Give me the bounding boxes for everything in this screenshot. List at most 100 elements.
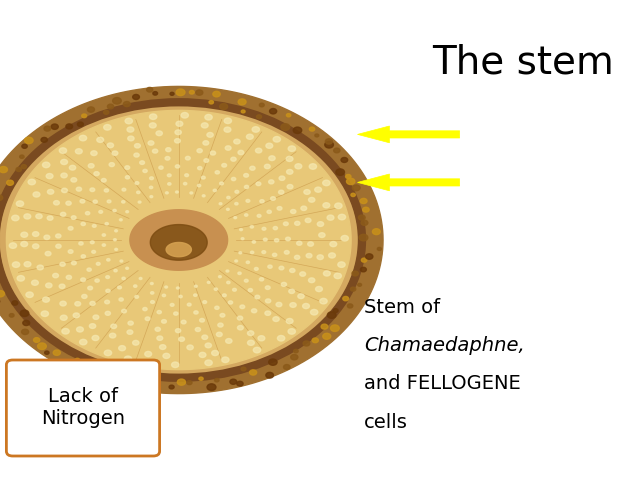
Circle shape <box>250 226 253 228</box>
Circle shape <box>248 288 253 292</box>
Circle shape <box>109 379 113 382</box>
Circle shape <box>107 259 110 261</box>
Circle shape <box>276 302 282 307</box>
Circle shape <box>127 127 134 132</box>
Circle shape <box>104 124 111 130</box>
Circle shape <box>147 87 153 92</box>
Circle shape <box>59 284 65 288</box>
Circle shape <box>157 336 163 340</box>
Circle shape <box>170 303 174 306</box>
Circle shape <box>271 197 275 200</box>
Circle shape <box>334 273 341 279</box>
Circle shape <box>288 146 296 151</box>
Circle shape <box>365 254 373 259</box>
Circle shape <box>136 191 140 193</box>
Circle shape <box>304 190 310 194</box>
Circle shape <box>244 279 248 282</box>
Circle shape <box>254 267 258 270</box>
Circle shape <box>128 136 134 141</box>
Circle shape <box>246 199 250 202</box>
Circle shape <box>215 171 220 174</box>
Circle shape <box>195 285 197 288</box>
Text: Chamaedaphne,: Chamaedaphne, <box>364 336 525 355</box>
Circle shape <box>214 288 218 290</box>
Circle shape <box>66 276 72 279</box>
Circle shape <box>317 255 323 260</box>
Circle shape <box>61 188 67 192</box>
Circle shape <box>92 225 96 228</box>
Circle shape <box>145 351 152 357</box>
Circle shape <box>122 188 126 191</box>
Circle shape <box>213 189 216 192</box>
Circle shape <box>350 287 356 291</box>
Circle shape <box>336 169 344 175</box>
Circle shape <box>333 148 340 153</box>
Circle shape <box>212 350 218 356</box>
Circle shape <box>102 244 106 246</box>
Circle shape <box>184 182 187 185</box>
Circle shape <box>257 215 261 217</box>
Circle shape <box>76 187 81 191</box>
Circle shape <box>20 241 28 247</box>
Circle shape <box>284 251 289 254</box>
Circle shape <box>291 209 296 214</box>
Circle shape <box>300 272 306 276</box>
Circle shape <box>54 201 60 205</box>
Circle shape <box>175 191 179 193</box>
Circle shape <box>309 127 315 131</box>
Circle shape <box>250 166 255 170</box>
Circle shape <box>73 313 79 318</box>
Circle shape <box>231 157 236 161</box>
Circle shape <box>82 114 86 118</box>
Circle shape <box>323 333 331 339</box>
Circle shape <box>238 150 244 155</box>
Circle shape <box>10 313 14 317</box>
Circle shape <box>163 353 170 359</box>
Circle shape <box>60 212 66 216</box>
Circle shape <box>88 286 93 290</box>
Circle shape <box>125 166 130 169</box>
Circle shape <box>75 301 81 306</box>
Circle shape <box>244 185 249 189</box>
Circle shape <box>150 300 154 303</box>
Circle shape <box>290 302 296 307</box>
Circle shape <box>273 253 277 256</box>
Circle shape <box>151 361 159 366</box>
Circle shape <box>28 179 35 185</box>
Circle shape <box>24 137 33 144</box>
Circle shape <box>235 191 239 193</box>
Circle shape <box>150 292 154 294</box>
Circle shape <box>60 262 65 266</box>
Circle shape <box>176 89 185 96</box>
Circle shape <box>22 329 29 335</box>
Circle shape <box>352 271 358 276</box>
Circle shape <box>81 222 85 226</box>
Circle shape <box>118 286 122 289</box>
Circle shape <box>335 203 342 209</box>
Circle shape <box>372 228 380 235</box>
Circle shape <box>196 90 203 95</box>
Circle shape <box>197 149 202 153</box>
Polygon shape <box>0 86 383 394</box>
Circle shape <box>179 295 182 298</box>
Circle shape <box>99 210 102 213</box>
Circle shape <box>324 142 333 148</box>
Circle shape <box>90 301 95 305</box>
Circle shape <box>246 134 253 139</box>
Circle shape <box>45 283 52 288</box>
Circle shape <box>306 253 312 258</box>
Circle shape <box>60 315 67 320</box>
Circle shape <box>235 260 237 262</box>
Circle shape <box>24 214 31 219</box>
Circle shape <box>358 283 362 286</box>
Circle shape <box>207 281 210 284</box>
Circle shape <box>211 151 216 155</box>
Circle shape <box>205 114 212 120</box>
Circle shape <box>41 137 47 142</box>
Circle shape <box>80 199 85 203</box>
Circle shape <box>264 238 268 241</box>
Circle shape <box>241 238 244 240</box>
Circle shape <box>241 110 245 113</box>
Circle shape <box>148 141 154 145</box>
Circle shape <box>237 325 243 330</box>
